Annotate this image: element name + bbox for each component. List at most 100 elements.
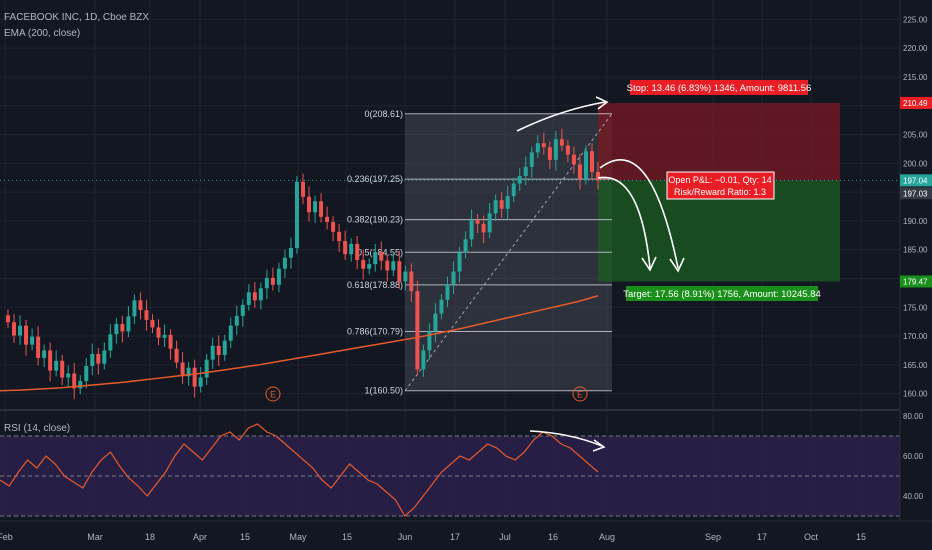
earnings-marker-icon: [572, 386, 588, 402]
candle-body: [517, 175, 522, 184]
price-axis: [900, 0, 932, 550]
price-marker-stop: [900, 96, 932, 109]
fib-level-label: 0.236(197.25): [347, 174, 403, 184]
candle-body: [282, 257, 287, 269]
time-axis-tick: Sep: [705, 532, 721, 542]
candle-body: [174, 348, 179, 363]
time-axis-tick: May: [289, 532, 307, 542]
candle-body: [445, 284, 450, 300]
candle-body: [343, 241, 348, 255]
candle-body: [409, 271, 414, 292]
candle-body: [234, 315, 239, 326]
candle-body: [565, 145, 570, 155]
rsi-divergence-arrow: [529, 430, 603, 447]
fib-level-label: 0.382(190.23): [347, 215, 403, 225]
candle-body: [12, 322, 17, 336]
candle-body: [78, 380, 83, 389]
candle-body: [415, 291, 420, 370]
candle-body: [294, 181, 299, 248]
candle-body: [36, 336, 41, 358]
candle-body: [589, 151, 594, 172]
candle-body: [264, 277, 269, 289]
price-axis-tick: 165.00: [903, 361, 928, 370]
candle-body: [493, 200, 498, 214]
candle-body: [258, 288, 263, 301]
fib-level-label: 0.786(170.79): [347, 326, 403, 336]
candle-body: [325, 216, 330, 223]
open-pnl-label: Open P&L: −0.01, Qty: 14: [668, 175, 771, 185]
candle-body: [529, 152, 534, 167]
candle-body: [276, 268, 281, 285]
fib-level-label: 0.618(178.88): [347, 280, 403, 290]
time-axis-tick: Mar: [87, 532, 103, 542]
candle-body: [511, 183, 516, 197]
price-marker-label: 197.04: [903, 176, 928, 185]
time-axis-tick: Jun: [398, 532, 413, 542]
time-axis-tick: Feb: [0, 532, 13, 542]
candle-body: [481, 223, 486, 233]
candle-body: [138, 300, 143, 311]
time-axis-tick: Aug: [599, 532, 615, 542]
price-axis-tick: 205.00: [903, 131, 928, 140]
candle-body: [337, 231, 342, 242]
candle-body: [439, 299, 444, 314]
price-axis-tick: 175.00: [903, 303, 928, 312]
candle-body: [475, 219, 480, 224]
ema-indicator-title[interactable]: EMA (200, close): [4, 28, 81, 39]
candle-body: [349, 243, 354, 255]
candle-body: [48, 350, 53, 371]
candle-body: [216, 345, 221, 356]
fib-level-label: 0(208.61): [364, 109, 403, 119]
candle-body: [541, 143, 546, 148]
candle-body: [210, 345, 215, 360]
candle-body: [150, 319, 155, 328]
trend-arrow-top-head: [595, 96, 609, 110]
candle-body: [331, 222, 336, 232]
candle-body: [367, 264, 372, 269]
candle-body: [577, 164, 582, 179]
candle-body: [301, 181, 305, 197]
candle-body: [126, 316, 131, 332]
candle-body: [96, 353, 101, 364]
price-marker-label: 210.49: [903, 99, 928, 108]
candle-body: [403, 271, 408, 282]
time-axis-tick: Jul: [499, 532, 511, 542]
earnings-marker-label: E: [270, 390, 276, 400]
price-axis-tick: 200.00: [903, 159, 928, 168]
candle-body: [523, 166, 528, 176]
candle-body: [162, 334, 167, 338]
candle-body: [427, 331, 432, 351]
candle-body: [391, 261, 396, 271]
candle-body: [120, 323, 125, 332]
projection-arrow-2-head: [669, 257, 685, 273]
time-axis-tick: Apr: [193, 532, 207, 542]
target-label: Target: 17.56 (8.91%) 1756, Amount: 1024…: [623, 289, 821, 300]
candle-body: [168, 334, 173, 349]
ema-200-line: [0, 295, 599, 392]
stop-loss-zone: [598, 102, 840, 181]
time-axis-tick: 17: [757, 532, 767, 542]
candle-body: [307, 196, 312, 213]
candle-body: [102, 350, 107, 364]
candle-body: [313, 201, 318, 213]
candle-body: [246, 292, 251, 305]
candle-body: [144, 310, 149, 320]
price-marker-target: [900, 275, 932, 288]
symbol-title: FACEBOOK INC, 1D, Cboe BZX: [4, 12, 150, 23]
risk-reward-label: Risk/Reward Ratio: 1.3: [674, 187, 766, 197]
price-axis-tick: 190.00: [903, 217, 928, 226]
fib-level-label: 1(160.50): [364, 386, 403, 396]
candle-body: [240, 304, 245, 316]
projection-arrow-1: [597, 176, 651, 269]
time-axis-tick: Oct: [804, 532, 819, 542]
rsi-axis-tick: 40.00: [903, 492, 924, 501]
candle-body: [469, 219, 474, 240]
candle-body: [108, 334, 113, 351]
candle-body: [42, 350, 47, 358]
price-axis-tick: 160.00: [903, 390, 928, 399]
rsi-axis-tick: 60.00: [903, 452, 924, 461]
candle-body: [535, 143, 540, 153]
rsi-indicator-title[interactable]: RSI (14, close): [4, 423, 71, 434]
